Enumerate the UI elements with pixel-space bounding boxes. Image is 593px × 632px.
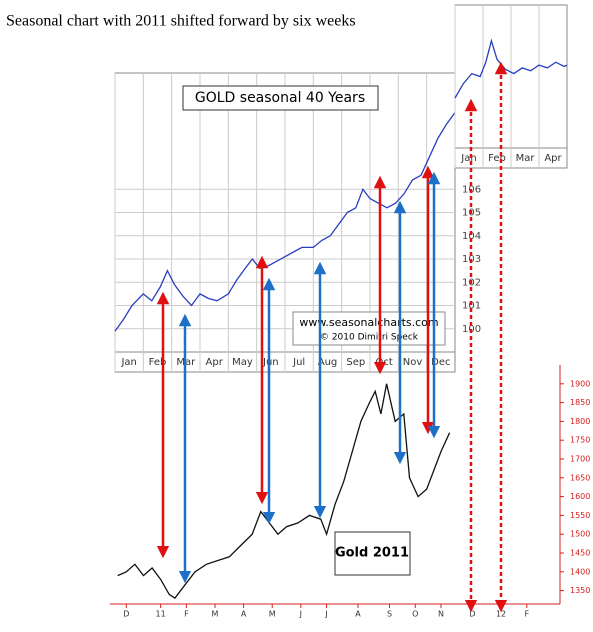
x-tick-label: 12 (496, 610, 506, 619)
x-tick-label: Oct (376, 357, 393, 368)
x-tick-label: F (184, 610, 189, 619)
x-tick-label: Dec (431, 357, 450, 368)
y-tick-label: 1750 (570, 436, 590, 445)
y-tick-label: 1350 (570, 586, 590, 595)
x-tick-label: Jun (262, 357, 279, 368)
x-tick-label: F (525, 610, 530, 619)
x-tick-label: Jan (460, 153, 476, 164)
y-tick-label: 1450 (570, 549, 590, 558)
series-line (114, 112, 456, 332)
copyright: © 2010 Dimitri Speck (320, 333, 419, 343)
x-tick-label: D (123, 610, 129, 619)
x-tick-label: S (387, 610, 392, 619)
y-tick-label: 1900 (570, 379, 590, 388)
x-tick-label: D (469, 610, 475, 619)
x-tick-label: Sep (346, 357, 365, 368)
seasonal-title: GOLD seasonal 40 Years (195, 90, 365, 106)
seasonal-title-box (182, 85, 379, 111)
x-tick-label: Nov (403, 357, 423, 368)
y-tick-label: 1650 (570, 473, 590, 482)
gold-title-box (334, 531, 411, 576)
x-tick-label: 11 (156, 610, 166, 619)
x-tick-label: Apr (544, 153, 562, 164)
y-tick-label: 1700 (570, 455, 590, 464)
x-tick-label: Jan (120, 357, 136, 368)
x-tick-label: M (212, 610, 219, 619)
x-tick-label: M (269, 610, 276, 619)
x-tick-label: A (241, 610, 247, 619)
x-tick-label: Apr (206, 357, 224, 368)
y-tick-label: 1600 (570, 492, 590, 501)
page-title: Seasonal chart with 2011 shifted forward… (6, 13, 356, 30)
x-tick-label: Mar (176, 357, 196, 368)
x-tick-label: O (412, 610, 418, 619)
x-tick-label: Feb (488, 153, 506, 164)
y-tick-label: 1400 (570, 567, 590, 576)
x-tick-label: Jul (292, 357, 305, 368)
y-tick-label: 1850 (570, 398, 590, 407)
y-tick-label: 1500 (570, 530, 590, 539)
y-tick-label: 1800 (570, 417, 590, 426)
y-tick-label: 1550 (570, 511, 590, 520)
x-tick-label: Mar (516, 153, 536, 164)
x-tick-label: J (324, 610, 327, 619)
series-line (454, 38, 568, 99)
arrows (156, 61, 508, 613)
x-tick-label: Aug (318, 357, 338, 368)
x-tick-label: May (232, 357, 253, 368)
x-tick-label: N (438, 610, 444, 619)
gold-title: Gold 2011 (335, 546, 409, 561)
x-tick-label: J (299, 610, 302, 619)
x-tick-label: A (355, 610, 361, 619)
